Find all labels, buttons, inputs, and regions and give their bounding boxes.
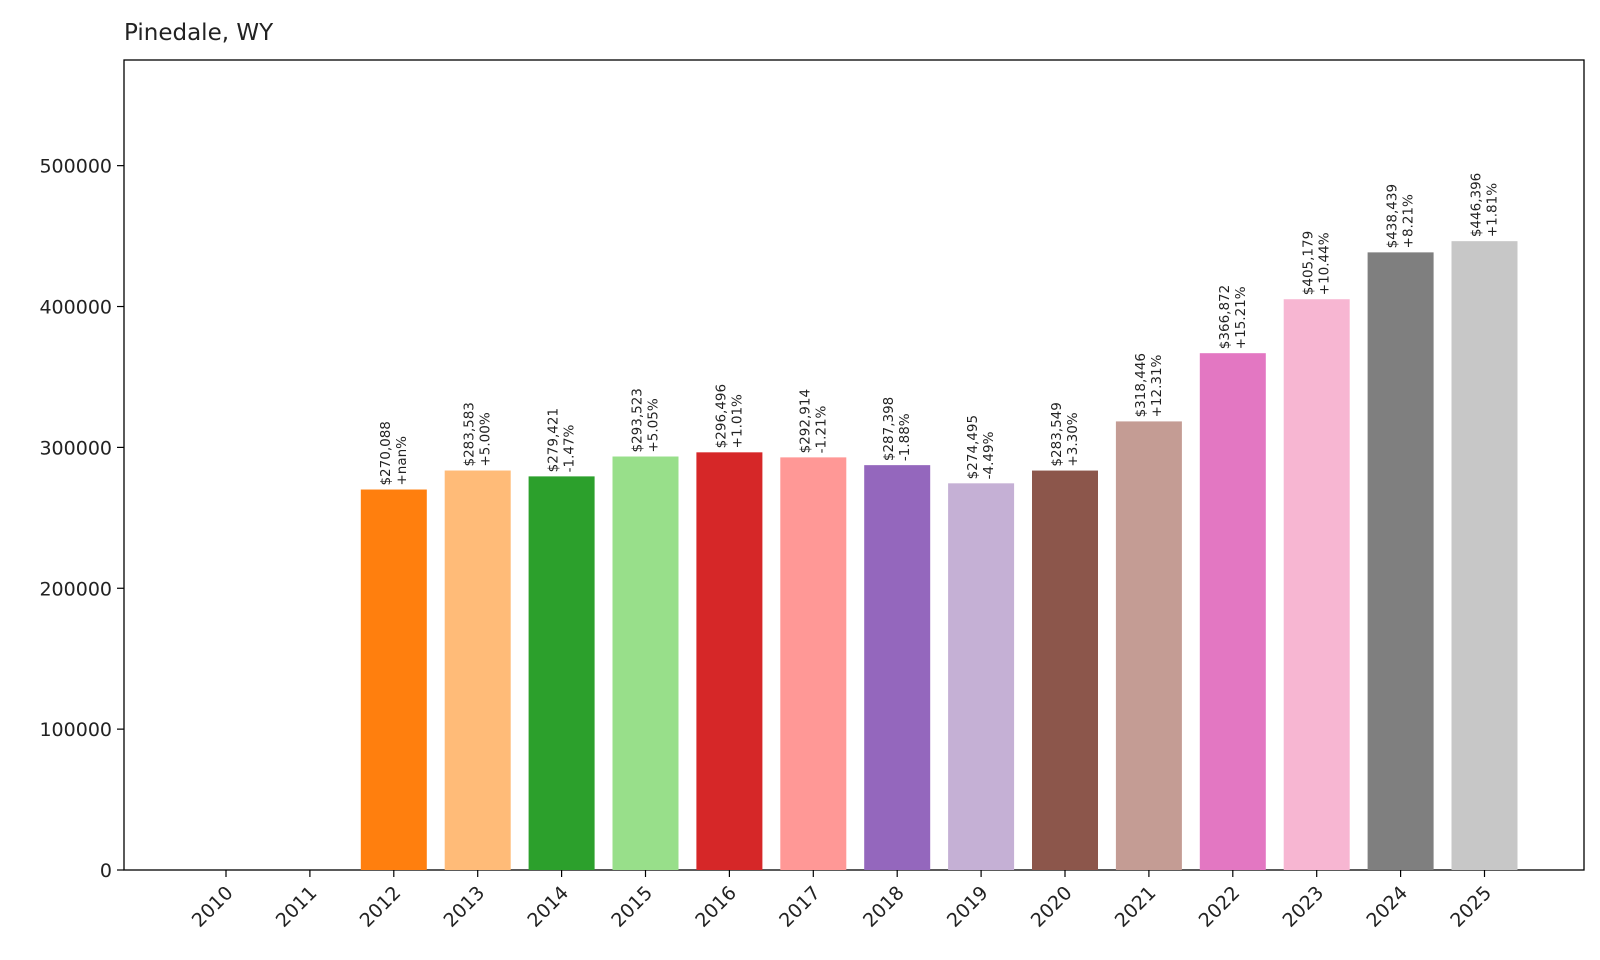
y-axis: 0 100000 200000 300000 400000 500000 (39, 156, 124, 882)
bar-labels: $270,088 +nan% $283,583 +5.00% $279,421 -1.47… (378, 173, 1501, 486)
y-tick-label: 400000 (39, 297, 112, 319)
bar-2014 (528, 476, 595, 870)
bar-value-label: $446,396 (1469, 173, 1485, 237)
bar-value-label: $287,398 (881, 397, 897, 461)
bar-change-label: -1.47% (562, 424, 578, 472)
bar-2013 (444, 470, 511, 870)
bar-change-label: +12.31% (1149, 354, 1165, 417)
bar-change-label: +nan% (394, 436, 410, 486)
bar-change-label: +8.21% (1401, 194, 1417, 248)
plot-area (123, 59, 1585, 871)
y-tick-label: 500000 (39, 156, 112, 178)
bar-2020 (1032, 470, 1098, 870)
bar-value-label: $283,583 (462, 402, 478, 466)
bar-change-label: +15.21% (1233, 286, 1249, 349)
x-tick-label: 2012 (356, 882, 406, 932)
bar-change-label: +1.01% (729, 394, 745, 448)
bar-2025 (1451, 241, 1518, 871)
x-tick-label: 2020 (1027, 882, 1077, 932)
y-tick-label: 0 (100, 860, 112, 882)
bar-change-label: +1.81% (1485, 183, 1501, 237)
x-tick-label: 2011 (272, 882, 322, 932)
bar-change-label: -1.88% (897, 413, 913, 461)
x-tick-label: 2023 (1278, 882, 1328, 932)
bar-change-label: +5.00% (478, 412, 494, 466)
chart-title: Pinedale, WY (124, 20, 274, 46)
x-tick-label: 2018 (859, 882, 909, 932)
bar-2017 (780, 457, 847, 870)
bar-2023 (1283, 299, 1350, 871)
bar-value-label: $279,421 (546, 408, 562, 472)
x-tick-label: 2016 (691, 882, 741, 932)
bar-value-label: $366,872 (1217, 285, 1233, 349)
x-tick-label: 2019 (943, 882, 993, 932)
bar-value-label: $274,495 (965, 415, 981, 479)
bar-value-label: $283,549 (1049, 402, 1065, 466)
bar-value-label: $293,523 (630, 388, 646, 452)
bar-2015 (612, 456, 679, 870)
y-tick-label: 200000 (39, 578, 112, 600)
y-tick-label: 300000 (39, 437, 112, 459)
x-tick-label: 2017 (775, 882, 825, 932)
x-tick-label: 2010 (188, 882, 238, 932)
bar-value-label: $270,088 (378, 421, 394, 485)
bar-value-label: $405,179 (1301, 231, 1317, 295)
x-tick-label: 2025 (1446, 882, 1496, 932)
bar-value-label: $296,496 (713, 384, 729, 448)
bar-change-label: -1.21% (813, 405, 829, 453)
x-tick-label: 2014 (523, 882, 573, 932)
bar-value-label: $318,446 (1133, 353, 1149, 417)
x-tick-label: 2022 (1195, 882, 1245, 932)
bar-2018 (864, 465, 931, 870)
bar-2022 (1199, 353, 1266, 871)
x-tick-label: 2015 (607, 882, 657, 932)
bar-value-label: $438,439 (1385, 184, 1401, 248)
bar-2016 (696, 452, 763, 870)
bar-value-label: $292,914 (797, 389, 813, 453)
bar-2024 (1367, 252, 1434, 870)
bar-change-label: +3.30% (1065, 412, 1081, 466)
bar-change-label: -4.49% (981, 431, 997, 479)
x-tick-label: 2024 (1362, 882, 1412, 932)
y-tick-label: 100000 (39, 719, 112, 741)
bar-change-label: +5.05% (646, 398, 662, 452)
x-tick-label: 2021 (1111, 882, 1161, 932)
bar-2021 (1115, 421, 1182, 870)
x-tick-label: 2013 (439, 882, 489, 932)
bar-change-label: +10.44% (1317, 232, 1333, 295)
bar-2019 (948, 483, 1015, 870)
x-axis: 2010 2011 2012 2013 2014 2015 2016 2017 2018 2019… (188, 870, 1496, 932)
bar-2012 (360, 489, 427, 870)
bars (360, 241, 1518, 871)
